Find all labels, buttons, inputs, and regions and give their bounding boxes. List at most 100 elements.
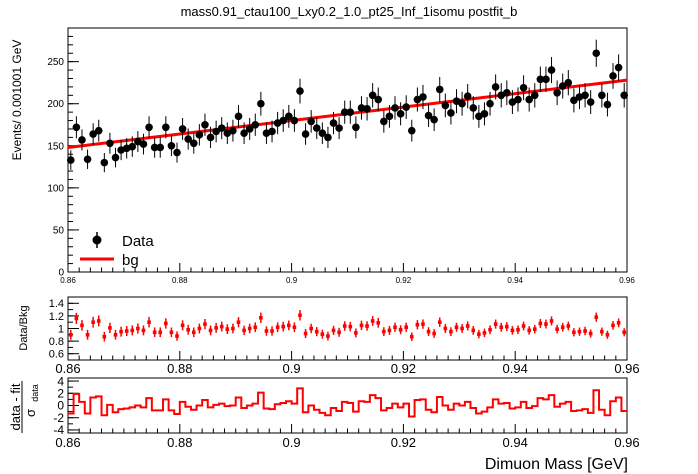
pull-y-label-denominator: σ: [23, 409, 38, 417]
data-point: [290, 116, 299, 125]
data-point: [352, 123, 360, 132]
ratio-point: [465, 324, 470, 328]
data-point: [614, 63, 623, 72]
data-point: [212, 127, 220, 136]
pull-x-tick-label: 0.88: [167, 435, 192, 450]
data-point: [234, 112, 243, 121]
data-point: [514, 95, 522, 104]
ratio-point: [611, 323, 615, 328]
data-point: [424, 111, 433, 120]
ratio-point: [191, 330, 196, 335]
ratio-point: [102, 334, 107, 339]
ratio-point: [572, 330, 576, 335]
ratio-point: [510, 328, 515, 333]
data-point: [72, 123, 81, 132]
main-y-tick-label: 250: [47, 57, 64, 68]
ratio-point: [544, 322, 548, 326]
ratio-point: [376, 321, 381, 325]
data-point: [257, 99, 265, 108]
ratio-point: [80, 323, 84, 328]
ratio-y-tick-label: 1: [58, 323, 64, 335]
ratio-point: [622, 330, 627, 335]
data-point: [357, 104, 366, 112]
ratio-panel: Data/Bkg 0.86 0.88 0.9 0.92 0.94 0.960.60.811…: [18, 296, 640, 376]
data-point: [447, 109, 455, 117]
ratio-point: [180, 323, 185, 328]
ratio-point: [516, 327, 520, 332]
legend-data-marker: [92, 235, 102, 245]
legend-bg-label: bg: [122, 252, 139, 269]
main-x-tick-label: 0.9: [286, 276, 298, 285]
ratio-point: [527, 328, 531, 333]
main-y-tick-label: 150: [47, 141, 64, 152]
data-point: [553, 88, 561, 97]
data-point: [463, 92, 472, 100]
ratio-point: [141, 328, 146, 333]
ratio-y-tick-label: 1.4: [49, 298, 64, 310]
ratio-point: [292, 325, 297, 330]
data-point: [407, 126, 416, 135]
data-point: [620, 91, 629, 100]
ratio-x-tick-label: 0.92: [391, 361, 416, 376]
main-y-tick-label: 200: [47, 99, 64, 110]
figure-title: mass0.91_ctau100_Lxy0.2_1.0_pt25_Inf_1is…: [181, 4, 518, 19]
ratio-point: [130, 328, 135, 333]
ratio-point: [460, 326, 464, 331]
ratio-x-tick-label: 0.9: [283, 361, 301, 376]
main-panel: Events/ 0.001001 GeV 0.86 0.88 0.9 0.92 0.94…: [10, 27, 635, 285]
main-y-axis-label: Events/ 0.001001 GeV: [10, 40, 24, 161]
pull-panel: data - fit σ data 0.86 0.88 0.9 0.92 0.94 0.9…: [8, 374, 640, 473]
ratio-point: [96, 319, 101, 323]
ratio-x-tick-label: 0.86: [55, 361, 80, 376]
data-point: [480, 110, 489, 118]
data-point: [111, 153, 120, 162]
data-point: [318, 129, 327, 137]
data-point: [245, 125, 254, 133]
ratio-point: [186, 327, 190, 332]
ratio-point: [449, 329, 453, 334]
ratio-point: [549, 319, 554, 323]
data-point: [570, 96, 578, 105]
pull-y-tick-label: 2: [57, 386, 64, 400]
ratio-point: [421, 322, 425, 326]
data-point: [558, 82, 567, 90]
data-point: [380, 117, 388, 126]
main-y-tick-label: 0: [58, 268, 64, 279]
data-point: [173, 148, 181, 157]
pull-y-axis-label: data - fit σ data: [8, 381, 40, 433]
ratio-point: [326, 334, 330, 338]
ratio-point: [393, 325, 397, 330]
ratio-point: [387, 328, 392, 333]
data-point: [491, 83, 500, 91]
ratio-point: [415, 322, 420, 327]
data-point: [307, 117, 315, 126]
data-point: [547, 66, 556, 74]
ratio-point: [225, 327, 230, 331]
ratio-point: [287, 323, 291, 328]
ratio-point: [91, 320, 95, 324]
data-point: [201, 120, 209, 129]
ratio-point: [331, 328, 336, 333]
data-point: [240, 129, 248, 137]
data-point: [486, 99, 494, 108]
data-point: [94, 126, 103, 135]
data-point: [469, 104, 478, 112]
data-point: [195, 131, 204, 139]
ratio-point: [158, 330, 163, 335]
data-point: [430, 115, 438, 124]
data-point: [519, 83, 528, 92]
data-series: [66, 39, 629, 173]
ratio-point: [208, 328, 213, 333]
main-x-tick-label: 0.86: [60, 276, 76, 285]
ratio-point: [342, 324, 347, 328]
ratio-point: [231, 326, 235, 331]
pull-y-tick-label: 0: [57, 399, 64, 413]
ratio-point: [124, 329, 129, 333]
data-point: [89, 130, 97, 138]
pull-x-tick-label: 0.92: [391, 435, 416, 450]
data-point: [217, 124, 226, 132]
data-point: [536, 75, 545, 84]
main-y-tick-label: 50: [53, 225, 65, 236]
ratio-point: [298, 313, 302, 318]
ratio-point: [409, 334, 414, 339]
